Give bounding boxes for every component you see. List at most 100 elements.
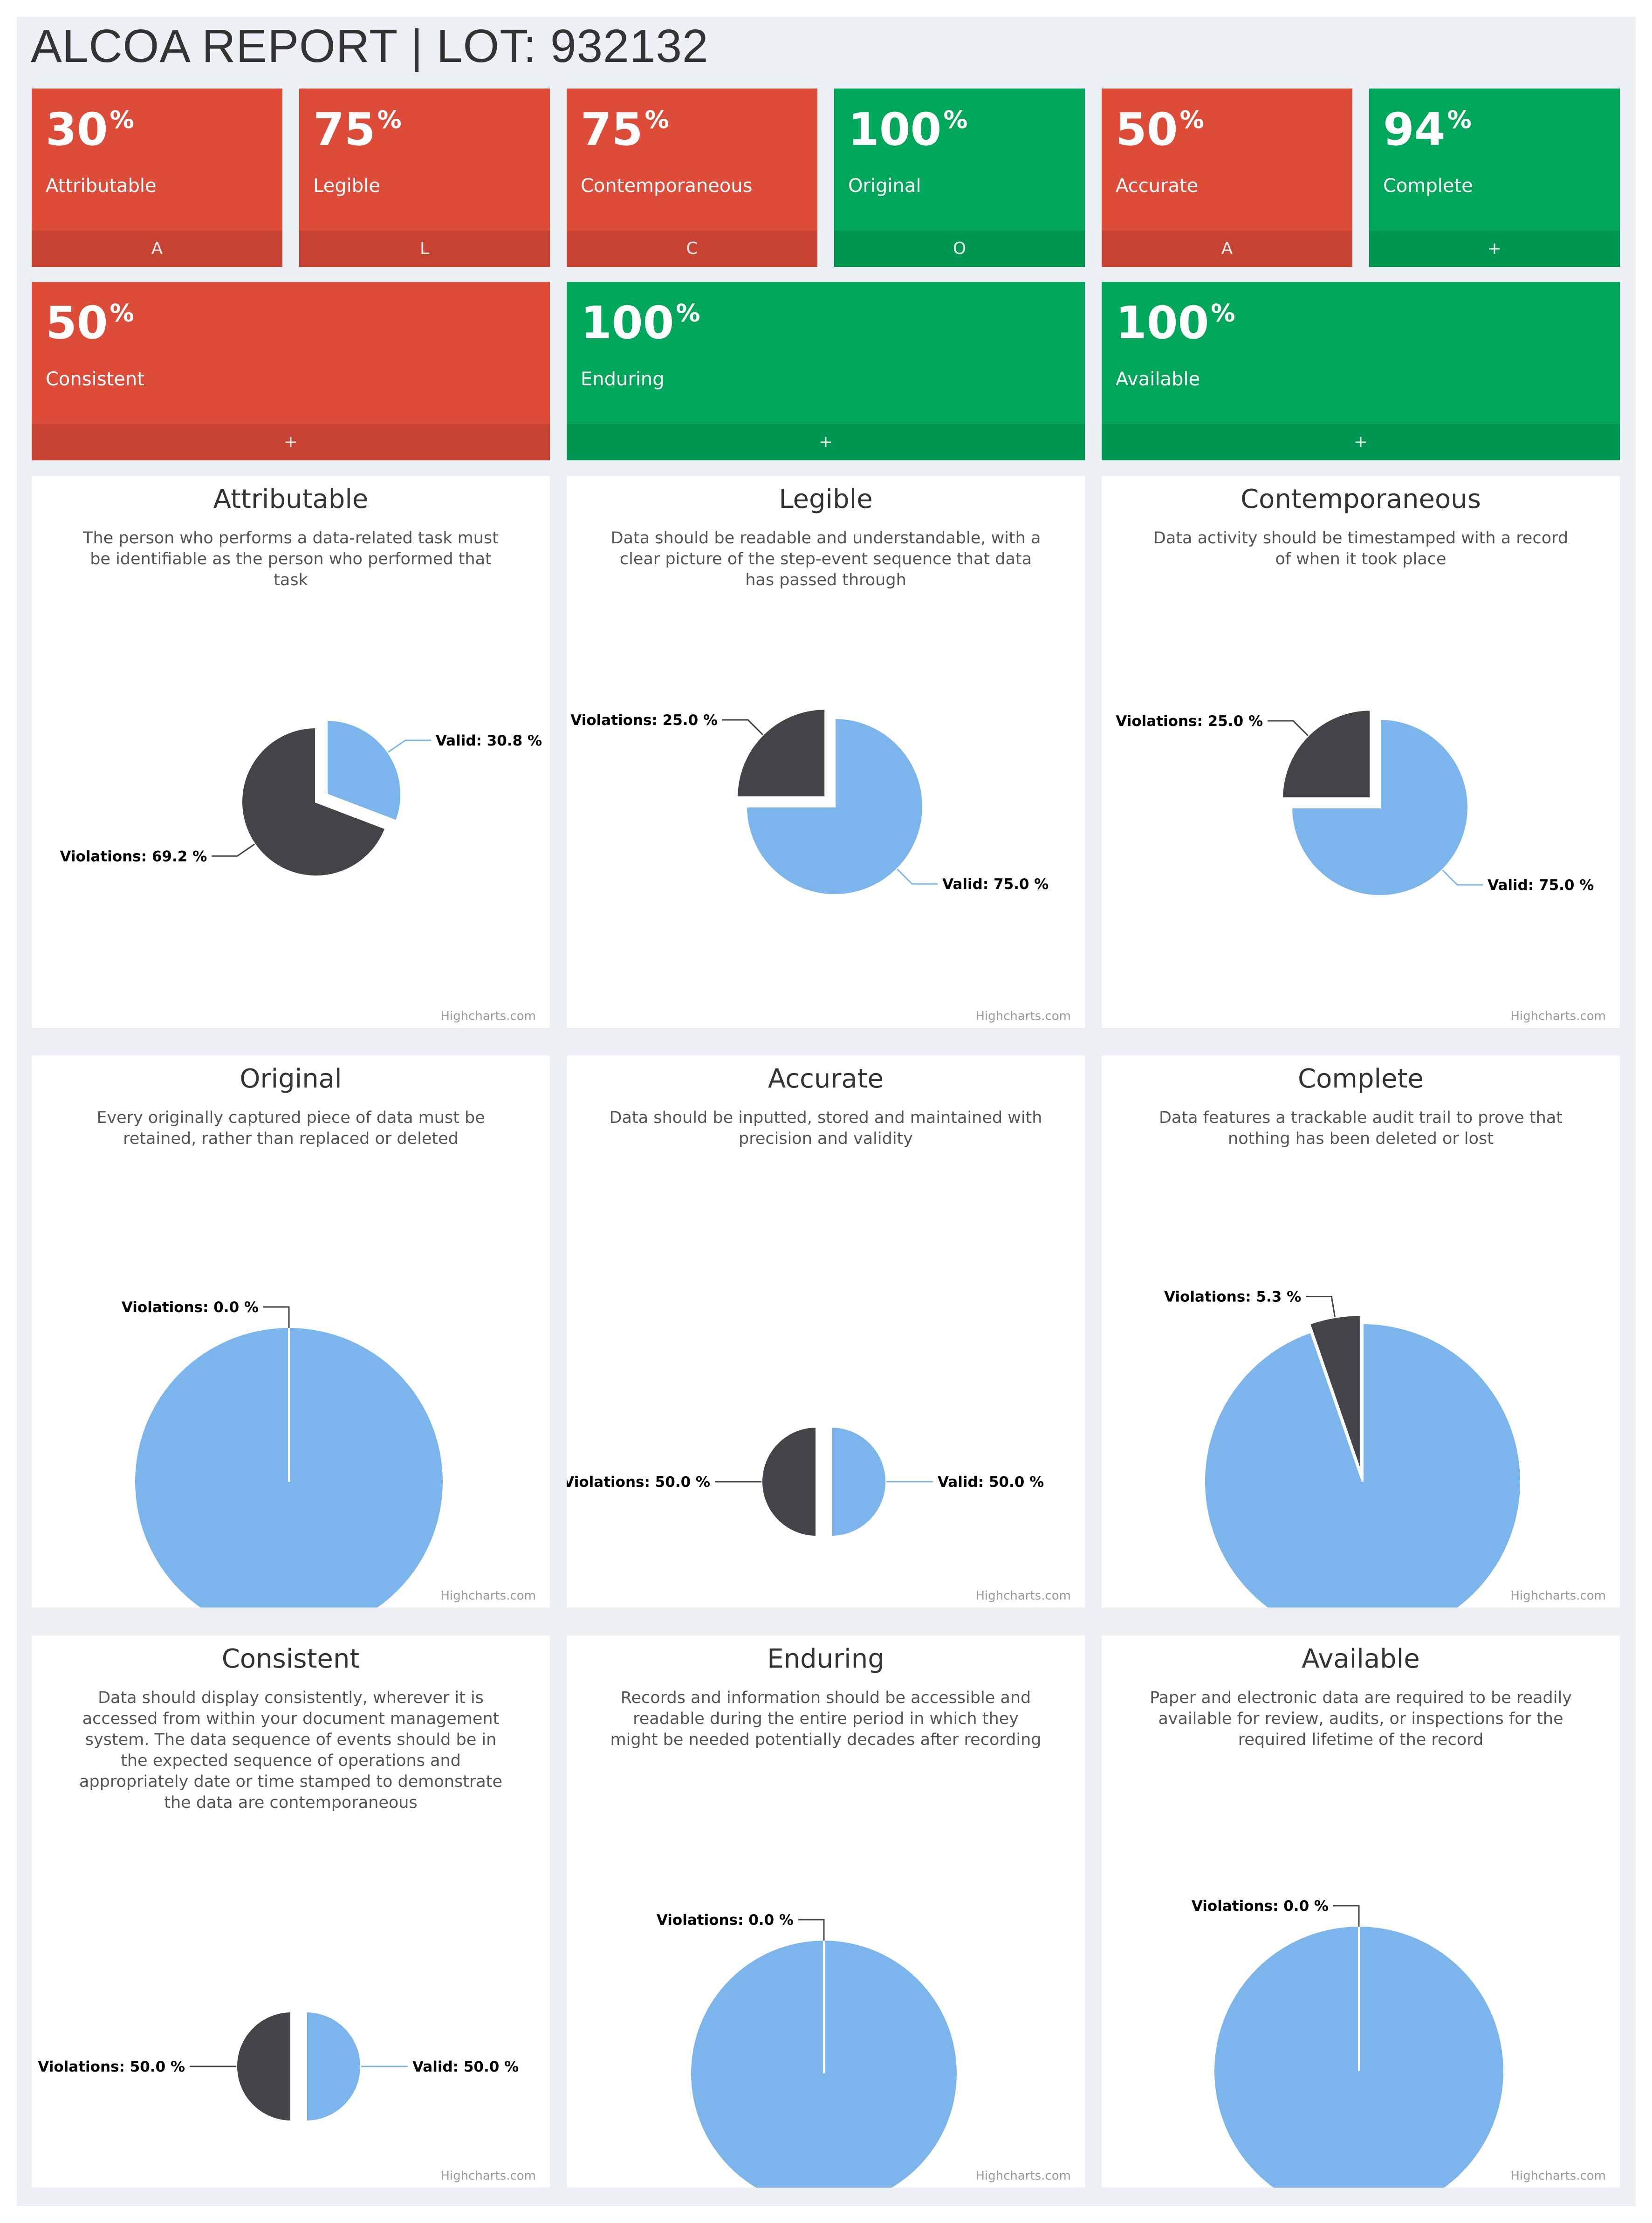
data-label-connector (798, 1919, 825, 1941)
chart-description: Records and information should be access… (610, 1689, 1042, 1749)
tile-label: Consistent (46, 369, 144, 390)
chart-description: Every originally captured piece of data … (96, 1108, 485, 1148)
chart-title: Legible (779, 484, 873, 514)
pie-slice-valid[interactable] (326, 719, 403, 822)
chart-panel-legible: Valid: 75.0 % Violations: 25.0 % Legible … (567, 476, 1085, 1028)
data-label-violations: Violations: 5.3 % (1164, 1289, 1301, 1306)
tile-label: Legible (313, 175, 380, 197)
chart-credits-link[interactable]: Highcharts.com (975, 2169, 1071, 2183)
pie-chart: Valid: 100.0 %Violations: 0.0 % (1192, 1898, 1503, 2188)
data-label-connector (1306, 1296, 1336, 1318)
tile-complete[interactable]: 94% Complete + (1369, 89, 1620, 267)
chart-panel-enduring: Valid: 100.0 %Violations: 0.0 % Enduring… (567, 1635, 1085, 2188)
data-label-valid: Valid: 75.0 % (942, 876, 1049, 893)
chart-panel-available: Valid: 100.0 %Violations: 0.0 % Availabl… (1102, 1635, 1620, 2188)
chart-credits-link[interactable]: Highcharts.com (975, 1009, 1071, 1023)
pie-slice-valid[interactable] (830, 1425, 887, 1538)
pie-chart: Valid: 75.0 % Violations: 25.0 % (570, 708, 1049, 896)
chart-panel-attributable: Valid: 30.8 % Violations: 69.2 % Attribut… (32, 476, 550, 1028)
chart-title: Accurate (768, 1064, 884, 1094)
chart-title: Original (240, 1064, 342, 1094)
chart-panel-accurate: Valid: 50.0 % Violations: 50.0 % Accurate… (567, 1055, 1085, 1607)
tile-accurate[interactable]: 50% Accurate A (1102, 89, 1352, 267)
page-title: ALCOA REPORT | LOT: 932132 (31, 20, 709, 72)
chart-credits-link[interactable]: Highcharts.com (440, 1009, 536, 1023)
chart-credits-link[interactable]: Highcharts.com (975, 1589, 1071, 1603)
tile-label: Available (1116, 369, 1200, 390)
tile-footer-link[interactable]: L (299, 231, 550, 267)
tile-label: Contemporaneous (581, 175, 753, 197)
data-label-violations: Violations: 0.0 % (657, 1912, 794, 1929)
chart-credits-link[interactable]: Highcharts.com (1510, 1009, 1606, 1023)
chart-panel-complete: Valid: 94.7 %Violations: 5.3 % Complete … (1102, 1055, 1620, 1607)
data-label-connector (722, 719, 763, 735)
tile-footer-link[interactable]: A (32, 231, 282, 267)
chart-credits-link[interactable]: Highcharts.com (1510, 1589, 1606, 1603)
tile-value: 75% (581, 103, 669, 156)
tile-footer-link[interactable]: C (567, 231, 817, 267)
data-label-connector (212, 843, 255, 857)
tile-label: Original (848, 175, 921, 197)
tile-footer-link[interactable]: + (1102, 424, 1620, 460)
chart-description: Data should display consistently, wherev… (79, 1689, 503, 1812)
chart-title: Available (1302, 1644, 1420, 1674)
tile-value: 75% (313, 103, 402, 156)
chart-description: Data should be readable and understandab… (610, 529, 1041, 589)
chart-credits-link[interactable]: Highcharts.com (440, 2169, 536, 2183)
tile-label: Complete (1383, 175, 1473, 197)
tile-available[interactable]: 100% Available + (1102, 282, 1620, 460)
pie-chart: Valid: 100.0 %Violations: 0.0 % (122, 1299, 443, 1607)
tile-value: 94% (1383, 103, 1472, 156)
data-label-valid: Valid: 50.0 % (938, 1474, 1044, 1491)
pie-slice-violations[interactable] (761, 1425, 817, 1538)
data-label-violations: Violations: 50.0 % (38, 2059, 185, 2075)
tile-footer-link[interactable]: + (1369, 231, 1620, 267)
tile-label: Accurate (1116, 175, 1199, 197)
data-label-valid: Valid: 30.8 % (436, 732, 542, 749)
data-label-violations: Violations: 0.0 % (122, 1299, 259, 1316)
tile-attributable[interactable]: 30% Attributable A (32, 89, 282, 267)
data-label-violations: Violations: 50.0 % (567, 1474, 710, 1491)
pie-chart: Valid: 30.8 % Violations: 69.2 % (60, 719, 542, 877)
pie-slice-valid[interactable] (305, 2010, 362, 2123)
tile-value: 50% (1116, 103, 1204, 156)
tile-value: 50% (46, 297, 134, 349)
report-page: ALCOA REPORT | LOT: 932132 30% Attributa… (17, 17, 1636, 2206)
chart-title: Enduring (767, 1644, 884, 1674)
pie-chart: Valid: 75.0 % Violations: 25.0 % (1116, 709, 1594, 897)
pie-slice-violations[interactable] (235, 2010, 292, 2123)
data-label-connector (263, 1306, 290, 1328)
tile-label: Attributable (46, 175, 157, 197)
tile-value: 100% (581, 297, 700, 349)
pie-slice-valid[interactable] (1203, 1322, 1522, 1607)
tile-legible[interactable]: 75% Legible L (299, 89, 550, 267)
tile-contemporaneous[interactable]: 75% Contemporaneous C (567, 89, 817, 267)
pie-slice-violations[interactable] (240, 726, 387, 877)
tile-value: 100% (1116, 297, 1235, 349)
chart-credits-link[interactable]: Highcharts.com (440, 1589, 536, 1603)
tile-value: 30% (46, 103, 134, 156)
pie-chart: Valid: 50.0 % Violations: 50.0 % (38, 2010, 519, 2123)
tile-value: 100% (848, 103, 968, 156)
chart-credits-link[interactable]: Highcharts.com (1510, 2169, 1606, 2183)
tile-footer-link[interactable]: A (1102, 231, 1352, 267)
pie-slice-violations[interactable] (1281, 709, 1372, 800)
data-label-connector (387, 739, 431, 753)
data-label-valid: Valid: 75.0 % (1487, 877, 1594, 894)
tile-footer-link[interactable]: + (567, 424, 1085, 460)
chart-panel-original: Valid: 100.0 %Violations: 0.0 % Original… (32, 1055, 550, 1607)
pie-chart: Valid: 94.7 %Violations: 5.3 % (1164, 1289, 1522, 1607)
chart-title: Consistent (221, 1644, 360, 1674)
chart-panel-consistent: Valid: 50.0 % Violations: 50.0 % Consiste… (32, 1635, 550, 2188)
chart-title: Complete (1298, 1064, 1424, 1094)
tile-footer-link[interactable]: + (32, 424, 550, 460)
chart-title: Attributable (213, 484, 369, 514)
tile-footer-link[interactable]: O (834, 231, 1085, 267)
tile-original[interactable]: 100% Original O (834, 89, 1085, 267)
data-label-violations: Violations: 0.0 % (1192, 1898, 1329, 1915)
chart-description: The person who performs a data-related t… (83, 529, 499, 589)
tile-label: Enduring (581, 369, 665, 390)
chart-panel-contemporaneous: Valid: 75.0 % Violations: 25.0 % Contempo… (1102, 476, 1620, 1028)
tile-enduring[interactable]: 100% Enduring + (567, 282, 1085, 460)
tile-consistent[interactable]: 50% Consistent + (32, 282, 550, 460)
